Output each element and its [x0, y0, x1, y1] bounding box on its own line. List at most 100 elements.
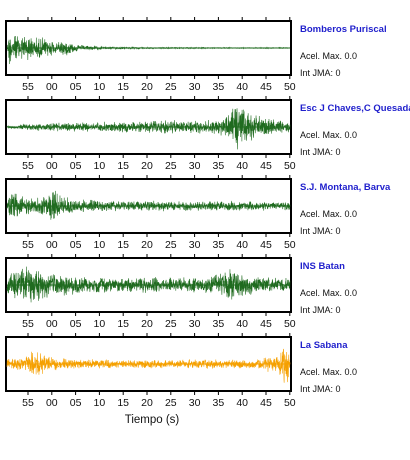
panel-frame: [5, 178, 292, 234]
tick-label: 00: [46, 160, 58, 172]
int-jma-value: 0: [335, 226, 341, 236]
acel-max-label: Acel. Max.: [300, 367, 345, 377]
tick-label: 40: [236, 239, 248, 251]
tick-label: 30: [189, 318, 201, 330]
waveform-trace: [6, 348, 291, 383]
tick-label: 10: [94, 239, 106, 251]
acel-max-value: 0.0: [344, 367, 358, 377]
int-jma-value: 0: [335, 305, 341, 315]
int-jma: Int JMA: 0: [300, 226, 341, 236]
int-jma: Int JMA: 0: [300, 147, 341, 157]
tick-label: 35: [213, 160, 225, 172]
tick-label: 25: [165, 239, 177, 251]
tick-label: 35: [213, 81, 225, 93]
tick-label: 00: [46, 81, 58, 93]
tick-label: 05: [70, 397, 82, 409]
tick-label: 55: [22, 318, 34, 330]
tick-label: 55: [22, 160, 34, 172]
int-jma-label: Int JMA:: [300, 226, 336, 236]
tick-label: 50: [284, 160, 296, 172]
station-name: La Sabana: [300, 340, 348, 351]
tick-label: 30: [189, 239, 201, 251]
station-name: Esc J Chaves,C Quesada: [300, 103, 410, 114]
acel-max-value: 0.0: [344, 209, 358, 219]
tick-label: 05: [70, 81, 82, 93]
tick-label: 10: [94, 160, 106, 172]
station-name: Bomberos Puriscal: [300, 24, 387, 35]
station-name: INS Batan: [300, 261, 345, 272]
int-jma: Int JMA: 0: [300, 384, 341, 394]
tick-label: 15: [117, 318, 129, 330]
int-jma-value: 0: [335, 68, 341, 78]
tick-label: 10: [94, 81, 106, 93]
tick-label: 05: [70, 239, 82, 251]
acel-max-value: 0.0: [344, 288, 358, 298]
tick-label: 20: [141, 318, 153, 330]
tick-label: 00: [46, 239, 58, 251]
tick-label: 15: [117, 160, 129, 172]
tick-label: 05: [70, 160, 82, 172]
panel-frame: [5, 99, 292, 155]
tick-label: 35: [213, 239, 225, 251]
acel-max-label: Acel. Max.: [300, 209, 345, 219]
tick-label: 15: [117, 239, 129, 251]
tick-label: 40: [236, 318, 248, 330]
tick-label: 30: [189, 160, 201, 172]
waveform-trace: [6, 190, 291, 220]
tick-label: 30: [189, 397, 201, 409]
waveform-trace: [6, 266, 291, 303]
int-jma-value: 0: [335, 147, 341, 157]
tick-label: 20: [141, 397, 153, 409]
tick-label: 35: [213, 318, 225, 330]
acel-max-label: Acel. Max.: [300, 288, 345, 298]
tick-label: 20: [141, 239, 153, 251]
tick-label: 40: [236, 81, 248, 93]
int-jma: Int JMA: 0: [300, 305, 341, 315]
panel-frame: [5, 257, 292, 313]
panel-frame: [5, 20, 292, 76]
tick-label: 15: [117, 397, 129, 409]
tick-label: 50: [284, 397, 296, 409]
acel-max-value: 0.0: [344, 130, 358, 140]
acel-max: Acel. Max. 0.0: [300, 367, 357, 377]
waveform-trace: [6, 108, 291, 150]
tick-label: 40: [236, 397, 248, 409]
tick-label: 05: [70, 318, 82, 330]
station-name: S.J. Montana, Barva: [300, 182, 391, 193]
acel-max: Acel. Max. 0.0: [300, 288, 357, 298]
tick-label: 55: [22, 239, 34, 251]
int-jma-value: 0: [335, 384, 341, 394]
tick-label: 55: [22, 397, 34, 409]
tick-label: 10: [94, 318, 106, 330]
tick-label: 35: [213, 397, 225, 409]
tick-label: 30: [189, 81, 201, 93]
int-jma: Int JMA: 0: [300, 68, 341, 78]
acel-max: Acel. Max. 0.0: [300, 51, 357, 61]
tick-label: 20: [141, 81, 153, 93]
tick-label: 45: [260, 318, 272, 330]
acel-max: Acel. Max. 0.0: [300, 209, 357, 219]
tick-label: 40: [236, 160, 248, 172]
int-jma-label: Int JMA:: [300, 68, 336, 78]
waveform-trace: [6, 36, 291, 65]
tick-label: 45: [260, 160, 272, 172]
tick-label: 55: [22, 81, 34, 93]
acel-max-label: Acel. Max.: [300, 130, 345, 140]
tick-label: 00: [46, 318, 58, 330]
tick-label: 15: [117, 81, 129, 93]
panel-frame: [5, 336, 292, 392]
tick-label: 50: [284, 81, 296, 93]
acel-max: Acel. Max. 0.0: [300, 130, 357, 140]
tick-label: 20: [141, 160, 153, 172]
acel-max-value: 0.0: [344, 51, 358, 61]
int-jma-label: Int JMA:: [300, 305, 336, 315]
acel-max-label: Acel. Max.: [300, 51, 345, 61]
tick-label: 45: [260, 397, 272, 409]
tick-label: 25: [165, 160, 177, 172]
int-jma-label: Int JMA:: [300, 384, 336, 394]
tick-label: 25: [165, 81, 177, 93]
tick-label: 10: [94, 397, 106, 409]
tick-label: 25: [165, 318, 177, 330]
tick-label: 50: [284, 239, 296, 251]
